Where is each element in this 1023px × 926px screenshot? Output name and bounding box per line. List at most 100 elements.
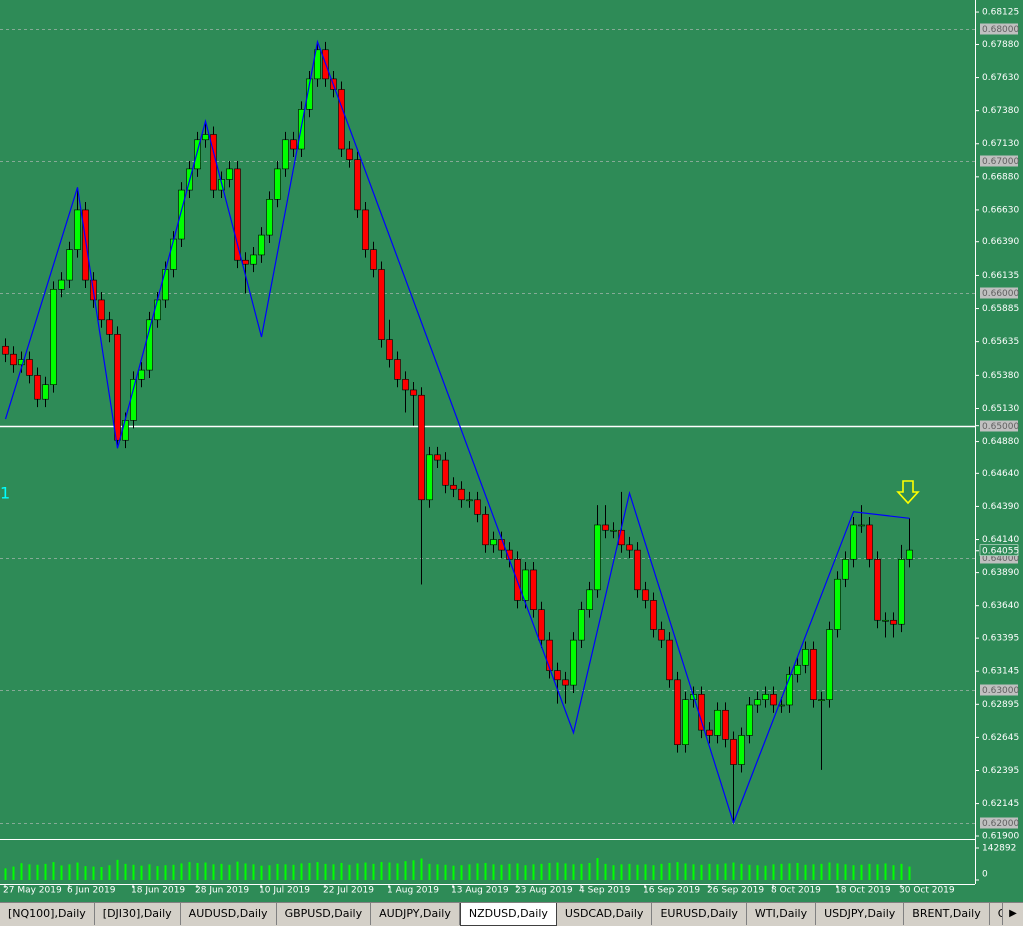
x-tick-label: 10 Jul 2019 <box>259 886 310 896</box>
candle-body <box>234 168 241 261</box>
candle-body <box>274 168 281 200</box>
candle-body <box>26 359 33 376</box>
candle-body <box>346 148 353 160</box>
chart-tab[interactable]: EURUSD,Daily <box>652 903 747 925</box>
y-tick-label: 0.63640 <box>982 601 1019 611</box>
y-tick-label: 0.64140 <box>982 535 1019 545</box>
candle-body <box>370 249 377 270</box>
chart-tab[interactable]: USDCAD,Daily <box>557 903 653 925</box>
candle-body <box>586 589 593 610</box>
chart-tab[interactable]: NZDUSD,Daily <box>459 903 557 926</box>
chart: 0.68125 0.67880 0.67630 0.67380 0.67130 0.668… <box>0 0 1023 902</box>
candle-body <box>282 139 289 170</box>
candle-body <box>18 359 25 366</box>
x-tick-label: 4 Sep 2019 <box>579 886 631 896</box>
candle-body <box>114 334 121 441</box>
level-label: 0.64000 <box>982 554 1019 564</box>
candle-body <box>514 559 521 601</box>
y-tick-label: 0.67630 <box>982 73 1019 83</box>
candle-body <box>10 353 17 366</box>
candle-body <box>66 249 73 281</box>
y-tick-label: 0.63145 <box>982 667 1019 677</box>
y-tick-label: 0.62395 <box>982 766 1019 776</box>
candle-body <box>58 279 65 290</box>
candle-body <box>754 699 761 706</box>
candle-body <box>362 209 369 250</box>
candle-body <box>818 699 825 701</box>
candle-body <box>394 359 401 380</box>
level-label: 0.62000 <box>982 819 1019 829</box>
candle-body <box>874 559 881 621</box>
candle-body <box>170 238 177 270</box>
x-tick-label: 6 Jun 2019 <box>67 886 116 896</box>
annotation: 1 <box>0 484 10 503</box>
candle-body <box>426 454 433 501</box>
candle-body <box>458 488 465 501</box>
candle-body <box>482 514 489 546</box>
y-tick-label: 0.64880 <box>982 437 1019 447</box>
candle-body <box>442 459 449 486</box>
tab-scroll[interactable]: ▶ <box>1002 903 1023 925</box>
candle-body <box>674 679 681 745</box>
y-tick-label: 0.61900 <box>982 832 1019 842</box>
chart-tab[interactable]: WTI,Daily <box>747 903 817 925</box>
y-tick-label: 0.65885 <box>982 304 1019 314</box>
tab-bar: [NQ100],Daily [DJI30],Daily AUDUSD,Daily GB… <box>0 902 1023 926</box>
candle-body <box>866 524 873 560</box>
candle-body <box>250 254 257 265</box>
y-tick-label: 0.65635 <box>982 337 1019 347</box>
x-tick-label: 16 Sep 2019 <box>643 886 700 896</box>
level-label: 0.65000 <box>982 422 1019 432</box>
candle-body <box>178 189 185 240</box>
y-tick-label: 0.66880 <box>982 172 1019 182</box>
candle-body <box>554 670 561 681</box>
candle-body <box>530 569 537 610</box>
candle-body <box>714 709 721 736</box>
y-tick-label: 0.62145 <box>982 799 1019 809</box>
x-tick-label: 28 Jun 2019 <box>195 886 249 896</box>
level-label-box <box>980 817 1018 829</box>
chart-tab[interactable]: USDJPY,Daily <box>816 903 905 925</box>
y-tick-label: 0.66630 <box>982 205 1019 215</box>
candle-body <box>770 694 777 706</box>
candle-body <box>706 729 713 736</box>
candle-body <box>666 639 673 681</box>
y-tick-label: 0.67380 <box>982 106 1019 116</box>
chart-tab[interactable]: [DJI30],Daily <box>95 903 181 925</box>
candle-body <box>106 319 113 335</box>
y-tick-label: 0.65380 <box>982 371 1019 381</box>
candle-body <box>730 739 737 765</box>
chart-tab[interactable]: GBPUSD,Daily <box>277 903 372 925</box>
chart-tab[interactable]: AUDUSD,Daily <box>181 903 277 925</box>
level-label-box <box>980 552 1018 564</box>
candle-body <box>642 589 649 601</box>
candle-body <box>138 369 145 380</box>
candle-body <box>578 609 585 641</box>
background <box>0 0 1023 902</box>
candle-body <box>490 539 497 546</box>
candle-body <box>562 679 569 686</box>
candle-body <box>786 674 793 706</box>
candle-body <box>850 524 857 560</box>
x-tick-label: 13 Aug 2019 <box>451 886 509 896</box>
level-label-box <box>980 23 1018 35</box>
level-label-box <box>980 684 1018 696</box>
y-tick-label: 0.67130 <box>982 139 1019 149</box>
candle-body <box>50 289 57 385</box>
volume-tick-label: 142892 <box>982 844 1016 854</box>
candle-body <box>746 704 753 736</box>
level-label: 0.63000 <box>982 686 1019 696</box>
candle-body <box>474 499 481 515</box>
chart-tab[interactable]: BRENT,Daily <box>904 903 990 925</box>
y-tick-label: 0.66135 <box>982 271 1019 281</box>
candle-body <box>338 89 345 150</box>
chart-tab[interactable]: AUDJPY,Daily <box>371 903 460 925</box>
candle-body <box>906 549 913 560</box>
x-tick-label: 26 Sep 2019 <box>707 886 764 896</box>
candle-body <box>418 394 425 501</box>
level-label-box <box>980 420 1018 432</box>
chart-tab[interactable]: [NQ100],Daily <box>0 903 95 925</box>
volume-tick-label: 0 <box>982 870 988 880</box>
level-label: 0.66000 <box>982 289 1019 299</box>
